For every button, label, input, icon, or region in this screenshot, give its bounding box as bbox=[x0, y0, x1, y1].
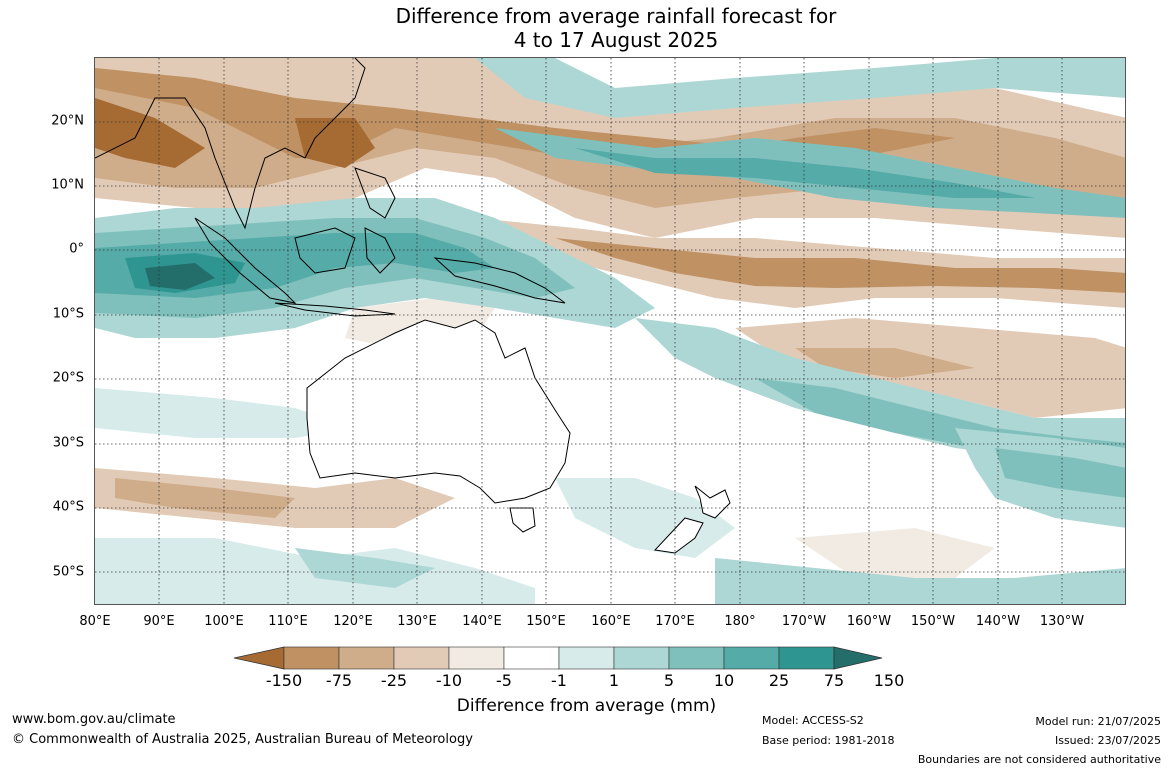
map-title: Difference from average rainfall forecas… bbox=[0, 4, 1173, 52]
footer-issued: Issued: 23/07/2025 bbox=[1054, 734, 1161, 747]
footer-url: www.bom.gov.au/climate bbox=[12, 712, 176, 727]
legend-color-cell bbox=[503, 646, 560, 670]
legend-color-cell bbox=[668, 646, 725, 670]
footer-disclaimer: Boundaries are not considered authoritat… bbox=[917, 753, 1161, 766]
asia-coastlines bbox=[95, 58, 566, 317]
lon-label-170e: 170°E bbox=[655, 614, 695, 629]
legend-tick-label: 150 bbox=[873, 671, 905, 690]
legend-tick-label: -150 bbox=[265, 671, 303, 690]
title-line-1: Difference from average rainfall forecas… bbox=[395, 4, 837, 28]
lon-label-130w: 130°W bbox=[1039, 614, 1085, 629]
legend-tick-label: 75 bbox=[823, 671, 845, 690]
lon-label-150e: 150°E bbox=[526, 614, 566, 629]
legend-tick-label: -25 bbox=[380, 671, 408, 690]
map-canvas bbox=[95, 58, 1125, 604]
lon-label-150w: 150°W bbox=[910, 614, 956, 629]
lon-label-140w: 140°W bbox=[975, 614, 1021, 629]
lat-label-30s: 30°S bbox=[52, 435, 84, 451]
legend-title: Difference from average (mm) bbox=[456, 696, 717, 716]
lat-label-0: 0° bbox=[69, 241, 84, 257]
lat-label-50s: 50°S bbox=[52, 564, 84, 580]
lon-label-110e: 110°E bbox=[268, 614, 308, 629]
lon-label-130e: 130°E bbox=[397, 614, 437, 629]
title-line-2: 4 to 17 August 2025 bbox=[513, 28, 719, 52]
legend-color-cell bbox=[778, 646, 835, 670]
lat-label-20s: 20°S bbox=[52, 370, 84, 386]
lon-label-180: 180° bbox=[724, 614, 756, 629]
footer-copyright: © Commonwealth of Australia 2025, Austra… bbox=[12, 732, 473, 747]
legend-color-cell bbox=[448, 646, 505, 670]
wet-regions bbox=[95, 58, 1125, 604]
legend-tick-label: 1 bbox=[608, 671, 620, 690]
lon-label-160w: 160°W bbox=[846, 614, 892, 629]
lon-label-160e: 160°E bbox=[591, 614, 631, 629]
legend-tick-label: -5 bbox=[496, 671, 512, 690]
australia bbox=[306, 319, 571, 533]
legend-arrow-low bbox=[233, 646, 285, 670]
legend-color-cell bbox=[558, 646, 615, 670]
lat-label-10s: 10°S bbox=[52, 306, 84, 322]
legend-color-cell bbox=[393, 646, 450, 670]
legend-tick-label: -10 bbox=[435, 671, 463, 690]
lon-label-80e: 80°E bbox=[79, 614, 111, 629]
lon-label-170w: 170°W bbox=[781, 614, 827, 629]
legend-color-cell bbox=[723, 646, 780, 670]
legend-color-cell bbox=[338, 646, 395, 670]
footer-model: Model: ACCESS-S2 bbox=[762, 714, 864, 727]
graticule bbox=[95, 58, 1125, 604]
lon-label-100e: 100°E bbox=[204, 614, 244, 629]
footer-base-period: Base period: 1981-2018 bbox=[762, 734, 895, 747]
footer-model-run: Model run: 21/07/2025 bbox=[1035, 715, 1161, 728]
legend-tick-label: -75 bbox=[325, 671, 353, 690]
legend-arrow-high bbox=[833, 646, 883, 670]
lat-label-20n: 20°N bbox=[51, 113, 84, 129]
legend-tick-label: 25 bbox=[768, 671, 790, 690]
legend-tick-label: 5 bbox=[663, 671, 675, 690]
new-zealand bbox=[653, 485, 731, 554]
lon-label-140e: 140°E bbox=[462, 614, 502, 629]
legend-tick-label: 10 bbox=[713, 671, 735, 690]
rainfall-map bbox=[94, 57, 1126, 605]
legend-colorbar bbox=[233, 646, 883, 670]
legend-color-cell bbox=[613, 646, 670, 670]
lon-label-120e: 120°E bbox=[333, 614, 373, 629]
lat-label-10n: 10°N bbox=[51, 177, 84, 193]
legend-color-cell bbox=[283, 646, 340, 670]
legend-tick-label: -1 bbox=[551, 671, 567, 690]
lon-label-90e: 90°E bbox=[143, 614, 175, 629]
lat-label-40s: 40°S bbox=[52, 499, 84, 515]
